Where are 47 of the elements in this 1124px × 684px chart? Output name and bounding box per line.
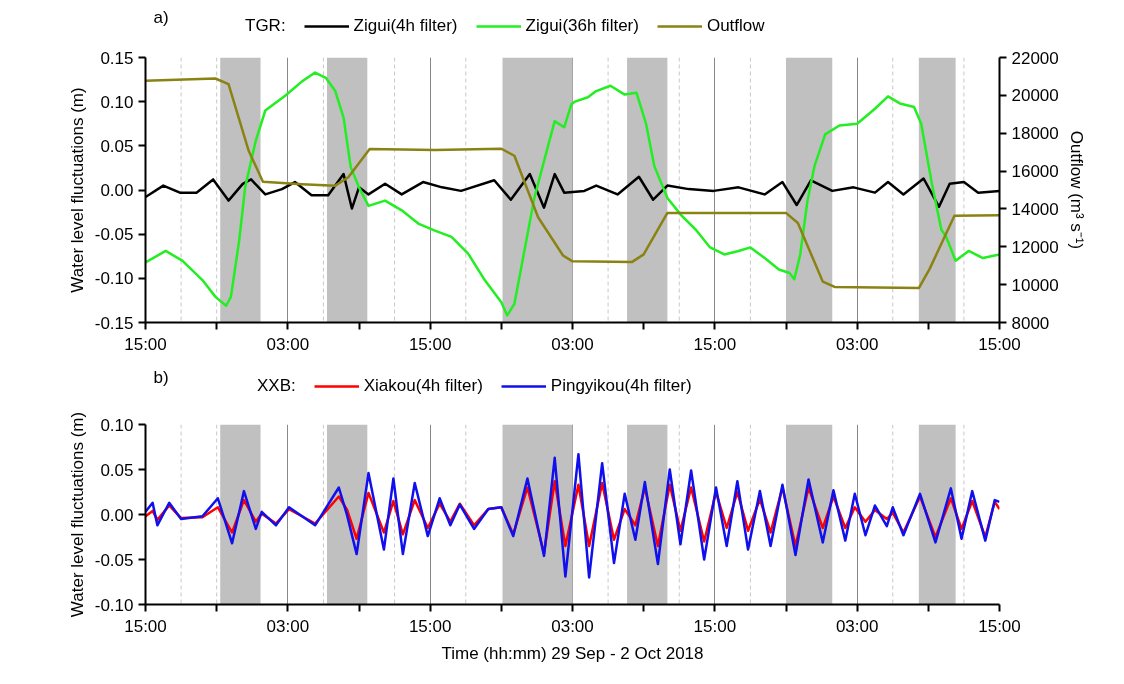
y-tick-label: 0.00 — [100, 181, 134, 200]
x-tick-label: 15:00 — [693, 616, 737, 636]
y2-tick-label: 12000 — [1011, 237, 1059, 257]
y-tick-label: -0.05 — [94, 550, 134, 570]
legend-label: Zigui(36h filter) — [525, 16, 639, 36]
y-tick-label: 0.10 — [100, 415, 134, 435]
legend-title: XXB: — [257, 376, 296, 396]
y-tick-label: -0.10 — [94, 595, 134, 615]
legend-title: TGR: — [245, 16, 286, 36]
legend-label: Outflow — [706, 16, 765, 36]
x-tick-label: 15:00 — [978, 334, 1021, 354]
y-tick-label: -0.10 — [94, 269, 134, 289]
x-axis-title: Time (hh:mm) 29 Sep - 2 Oct 2018 — [441, 643, 704, 663]
legend-label: Xiakou(4h filter) — [363, 376, 483, 396]
y-tick-label: -0.05 — [94, 225, 134, 245]
y2-tick-label: 8000 — [1011, 313, 1050, 333]
x-tick-label: 03:00 — [551, 616, 594, 636]
y-tick-label: 0.15 — [100, 48, 134, 68]
x-tick-label: 15:00 — [408, 616, 452, 636]
y2-tick-label: 16000 — [1011, 162, 1059, 182]
chart-title: b) — [153, 367, 169, 387]
x-tick-label: 03:00 — [551, 334, 594, 354]
legend-label: Pingyikou(4h filter) — [550, 376, 692, 396]
y-tick-label: 0.10 — [100, 92, 134, 112]
y-tick-label: 0.00 — [100, 505, 134, 525]
x-tick-label: 03:00 — [266, 334, 310, 354]
y-tick-label: 0.05 — [100, 136, 134, 156]
y2-tick-label: 20000 — [1011, 86, 1059, 106]
y2-tick-label: 14000 — [1011, 199, 1059, 219]
y2-tick-label: 10000 — [1011, 275, 1059, 295]
x-tick-label: 03:00 — [835, 334, 879, 354]
y2-axis-title: Outflow (m³ s⁻¹) — [1066, 130, 1086, 250]
x-tick-label: 03:00 — [266, 616, 310, 636]
legend-label: Zigui(4h filter) — [353, 16, 458, 36]
x-tick-label: 03:00 — [835, 616, 879, 636]
x-tick-label: 15:00 — [124, 616, 167, 636]
x-tick-label: 15:00 — [978, 616, 1021, 636]
y2-tick-label: 18000 — [1011, 124, 1059, 144]
y-tick-label: -0.15 — [94, 313, 134, 333]
chart-title: a) — [153, 7, 169, 27]
y2-tick-label: 22000 — [1011, 48, 1059, 68]
y-axis-title: Water level fluctuations (m) — [67, 411, 87, 618]
x-tick-label: 15:00 — [408, 334, 452, 354]
y-axis-title: Water level fluctuations (m) — [67, 87, 87, 293]
x-tick-label: 15:00 — [124, 334, 167, 354]
x-tick-label: 15:00 — [693, 334, 737, 354]
y-tick-label: 0.05 — [100, 460, 134, 480]
